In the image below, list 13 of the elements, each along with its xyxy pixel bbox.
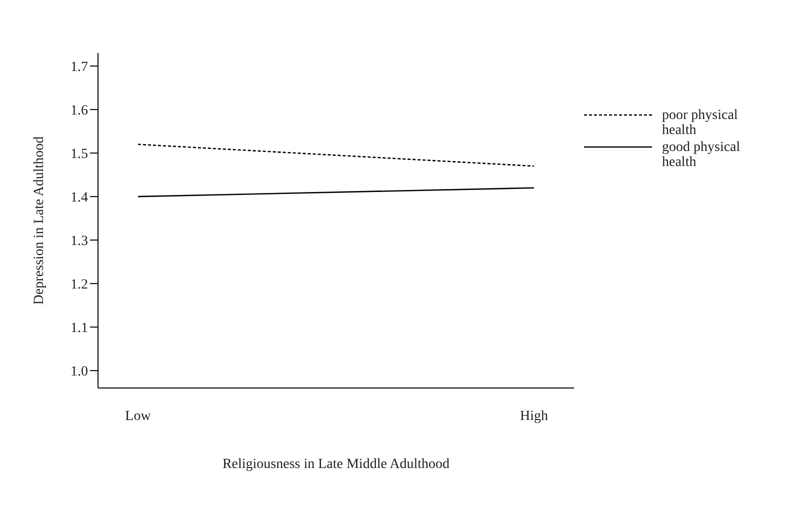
y-tick-label: 1.2 [70, 278, 88, 293]
y-tick-label: 1.4 [70, 190, 88, 206]
y-tick-label: 1.7 [70, 60, 88, 76]
y-tick-label: 1.1 [70, 321, 88, 336]
x-axis-title: Religiousness in Late Middle Adulthood [222, 457, 450, 472]
y-tick-label: 1.0 [70, 364, 88, 380]
y-tick-label: 1.5 [70, 147, 88, 162]
legend-label: good physical health [662, 140, 742, 170]
y-tick-label: 1.6 [70, 104, 88, 119]
x-tick-label: Low [125, 408, 152, 424]
y-tick-label: 1.3 [70, 234, 88, 250]
x-tick-label: High [520, 408, 548, 424]
y-axis-title: Depression in Late Adulthood [32, 136, 47, 305]
